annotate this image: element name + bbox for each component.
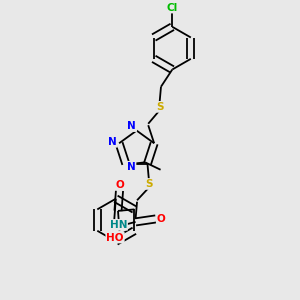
Text: Cl: Cl (167, 3, 178, 13)
Text: S: S (156, 102, 163, 112)
Text: N: N (108, 137, 117, 147)
Text: O: O (115, 180, 124, 190)
Text: HN: HN (110, 220, 127, 230)
Text: S: S (145, 179, 153, 189)
Text: N: N (127, 162, 136, 172)
Text: HO: HO (106, 232, 124, 243)
Text: O: O (157, 214, 166, 224)
Text: N: N (128, 121, 136, 131)
